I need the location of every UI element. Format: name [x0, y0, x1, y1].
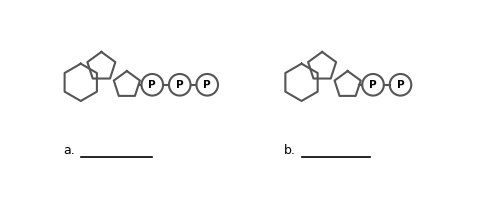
Text: a.: a.: [64, 144, 76, 157]
Text: P: P: [148, 80, 156, 90]
Text: P: P: [204, 80, 211, 90]
Text: P: P: [176, 80, 184, 90]
Text: P: P: [369, 80, 377, 90]
Text: b.: b.: [284, 144, 296, 157]
Text: P: P: [396, 80, 404, 90]
